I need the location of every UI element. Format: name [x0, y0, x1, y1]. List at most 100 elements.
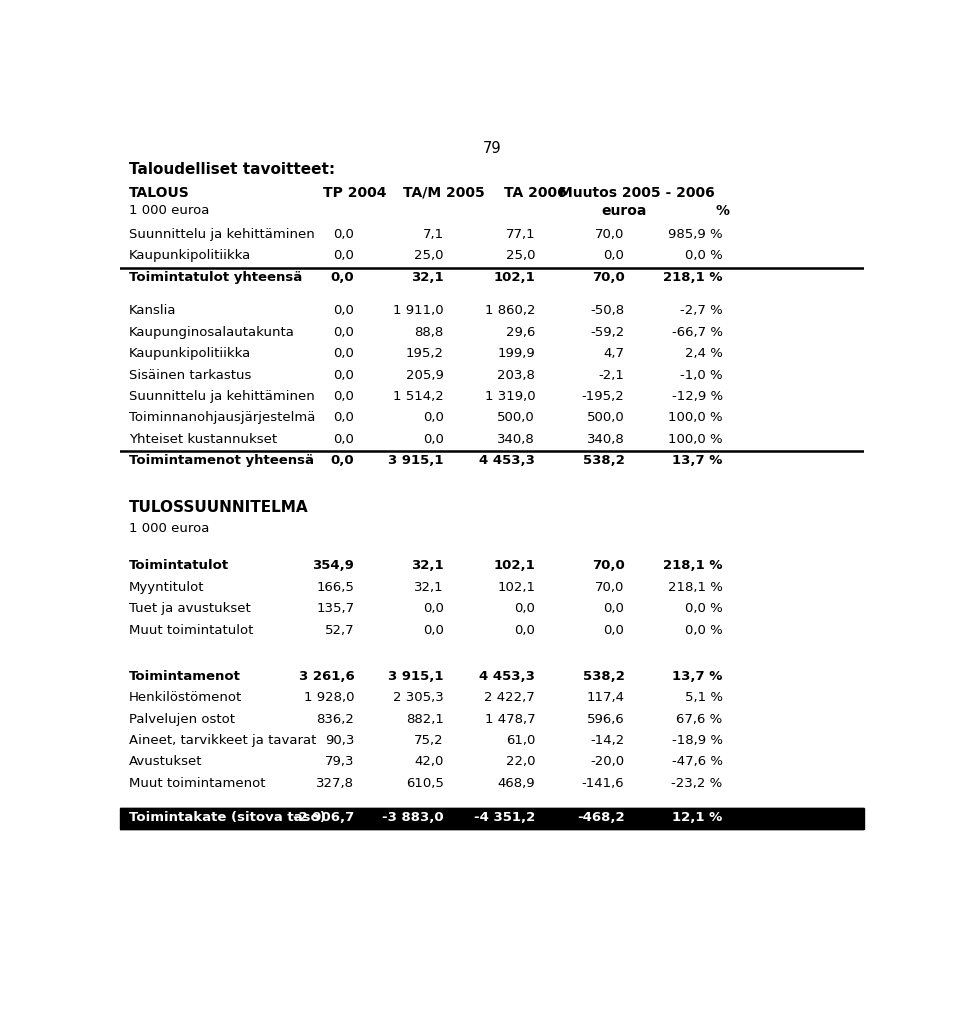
Text: 25,0: 25,0 [506, 249, 535, 263]
Text: Taloudelliset tavoitteet:: Taloudelliset tavoitteet: [129, 163, 335, 178]
Text: -12,9 %: -12,9 % [671, 390, 723, 403]
Text: Avustukset: Avustukset [129, 755, 203, 769]
Text: 0,0: 0,0 [333, 369, 354, 382]
Text: 0,0: 0,0 [422, 623, 444, 636]
Text: 0,0: 0,0 [422, 602, 444, 615]
Text: 1 860,2: 1 860,2 [485, 304, 535, 317]
Text: -47,6 %: -47,6 % [672, 755, 723, 769]
Text: 100,0 %: 100,0 % [668, 432, 723, 445]
Text: 0,0: 0,0 [331, 454, 354, 467]
Text: Suunnittelu ja kehittäminen: Suunnittelu ja kehittäminen [129, 227, 315, 240]
Text: 79,3: 79,3 [324, 755, 354, 769]
Text: Toimintatulot: Toimintatulot [129, 560, 229, 573]
Bar [120, 808, 864, 829]
Text: 70,0: 70,0 [595, 227, 624, 240]
Text: 3 261,6: 3 261,6 [299, 670, 354, 683]
Text: 25,0: 25,0 [414, 249, 444, 263]
Text: 0,0: 0,0 [333, 304, 354, 317]
Text: Myyntitulot: Myyntitulot [129, 581, 204, 594]
Text: Toiminnanohjausjärjestelmä: Toiminnanohjausjärjestelmä [129, 411, 315, 424]
Text: 42,0: 42,0 [415, 755, 444, 769]
Text: Toimintakate (sitova taso): Toimintakate (sitova taso) [129, 811, 325, 823]
Text: 3 915,1: 3 915,1 [388, 454, 444, 467]
Text: TALOUS: TALOUS [129, 186, 190, 200]
Text: 70,0: 70,0 [595, 581, 624, 594]
Text: Suunnittelu ja kehittäminen: Suunnittelu ja kehittäminen [129, 390, 315, 403]
Text: 32,1: 32,1 [414, 581, 444, 594]
Text: 1 478,7: 1 478,7 [485, 713, 535, 725]
Text: 0,0: 0,0 [515, 602, 535, 615]
Text: 88,8: 88,8 [415, 326, 444, 338]
Text: Aineet, tarvikkeet ja tavarat: Aineet, tarvikkeet ja tavarat [129, 734, 316, 747]
Text: 70,0: 70,0 [591, 560, 624, 573]
Text: 0,0: 0,0 [333, 326, 354, 338]
Text: Toimintamenot: Toimintamenot [129, 670, 241, 683]
Text: Muutos 2005 - 2006: Muutos 2005 - 2006 [560, 186, 715, 200]
Text: 354,9: 354,9 [313, 560, 354, 573]
Text: %: % [715, 204, 730, 218]
Text: 218,1 %: 218,1 % [668, 581, 723, 594]
Text: 0,0 %: 0,0 % [684, 249, 723, 263]
Text: 0,0: 0,0 [604, 602, 624, 615]
Text: 4,7: 4,7 [604, 347, 624, 361]
Text: 1 514,2: 1 514,2 [393, 390, 444, 403]
Text: 70,0: 70,0 [591, 271, 624, 284]
Text: 0,0: 0,0 [333, 411, 354, 424]
Text: 0,0: 0,0 [422, 432, 444, 445]
Text: Henkilöstömenot: Henkilöstömenot [129, 691, 242, 704]
Text: 0,0: 0,0 [604, 623, 624, 636]
Text: 203,8: 203,8 [497, 369, 535, 382]
Text: 1 319,0: 1 319,0 [485, 390, 535, 403]
Text: 0,0: 0,0 [333, 249, 354, 263]
Text: 7,1: 7,1 [422, 227, 444, 240]
Text: 12,1 %: 12,1 % [672, 811, 723, 823]
Text: Muut toimintatulot: Muut toimintatulot [129, 623, 253, 636]
Text: 340,8: 340,8 [497, 432, 535, 445]
Text: 1 911,0: 1 911,0 [393, 304, 444, 317]
Text: 500,0: 500,0 [587, 411, 624, 424]
Text: 5,1 %: 5,1 % [684, 691, 723, 704]
Text: 61,0: 61,0 [506, 734, 535, 747]
Text: -2 906,7: -2 906,7 [293, 811, 354, 823]
Text: 0,0: 0,0 [604, 249, 624, 263]
Text: 2 305,3: 2 305,3 [393, 691, 444, 704]
Text: euroa: euroa [602, 204, 647, 218]
Text: -14,2: -14,2 [590, 734, 624, 747]
Text: -2,7 %: -2,7 % [680, 304, 723, 317]
Text: -141,6: -141,6 [582, 777, 624, 790]
Text: 100,0 %: 100,0 % [668, 411, 723, 424]
Text: 79: 79 [483, 140, 501, 156]
Text: 102,1: 102,1 [497, 581, 535, 594]
Text: 67,6 %: 67,6 % [677, 713, 723, 725]
Text: 75,2: 75,2 [414, 734, 444, 747]
Text: 1 000 euroa: 1 000 euroa [129, 522, 209, 534]
Text: Kanslia: Kanslia [129, 304, 177, 317]
Text: 1 000 euroa: 1 000 euroa [129, 204, 209, 217]
Text: 327,8: 327,8 [317, 777, 354, 790]
Text: 0,0: 0,0 [333, 347, 354, 361]
Text: 0,0: 0,0 [333, 227, 354, 240]
Text: 0,0 %: 0,0 % [684, 602, 723, 615]
Text: 0,0 %: 0,0 % [684, 623, 723, 636]
Text: 32,1: 32,1 [411, 560, 444, 573]
Text: 0,0: 0,0 [333, 432, 354, 445]
Text: Kaupunginosalautakunta: Kaupunginosalautakunta [129, 326, 295, 338]
Text: -468,2: -468,2 [577, 811, 624, 823]
Text: 218,1 %: 218,1 % [663, 271, 723, 284]
Text: -18,9 %: -18,9 % [672, 734, 723, 747]
Text: 2,4 %: 2,4 % [684, 347, 723, 361]
Text: 538,2: 538,2 [583, 670, 624, 683]
Text: 4 453,3: 4 453,3 [479, 670, 535, 683]
Text: -2,1: -2,1 [598, 369, 624, 382]
Text: 468,9: 468,9 [497, 777, 535, 790]
Text: Muut toimintamenot: Muut toimintamenot [129, 777, 265, 790]
Text: -1,0 %: -1,0 % [680, 369, 723, 382]
Text: 117,4: 117,4 [587, 691, 624, 704]
Text: 90,3: 90,3 [325, 734, 354, 747]
Text: 13,7 %: 13,7 % [672, 454, 723, 467]
Text: Kaupunkipolitiikka: Kaupunkipolitiikka [129, 249, 252, 263]
Text: 195,2: 195,2 [406, 347, 444, 361]
Text: 29,6: 29,6 [506, 326, 535, 338]
Text: -50,8: -50,8 [590, 304, 624, 317]
Text: 32,1: 32,1 [411, 271, 444, 284]
